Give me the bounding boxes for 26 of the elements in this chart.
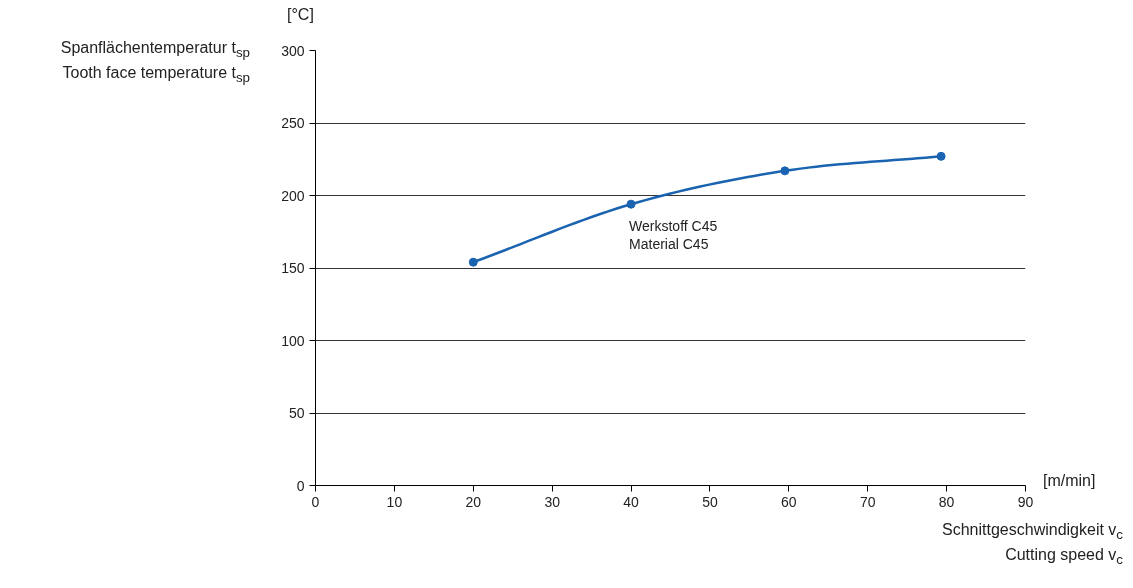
x-tick-label: 30 (544, 493, 561, 510)
x-tick-label: 10 (386, 493, 403, 510)
x-tick-label: 20 (465, 493, 482, 510)
x-tick-label: 40 (623, 493, 640, 510)
y-tick-label: 300 (281, 42, 305, 59)
y-tick-label: 0 (296, 477, 305, 494)
x-tick-label: 0 (311, 493, 320, 510)
x-axis-title: Schnittgeschwindigkeit v$_{c}$ Cutting speed v$_{c}$ (942, 520, 1123, 570)
y-axis-title: Spanflächentemperatur t$_{sp}$ Tooth face temperature t$_{sp}$ (60, 38, 250, 88)
point (780, 166, 790, 176)
point (626, 199, 636, 209)
point (468, 257, 478, 267)
text: [m/min] (1043, 471, 1096, 491)
x-tick-label: 60 (781, 493, 797, 510)
y-tick-label: 100 (281, 332, 305, 349)
x-tick-label: 80 (938, 493, 955, 510)
x-tick-label: 90 (1017, 493, 1034, 510)
y-tick-label: 250 (281, 115, 305, 131)
y-tick-label: 50 (288, 405, 305, 421)
y-tick-label: 150 (281, 260, 305, 276)
point (936, 151, 946, 161)
x-tick-label: 70 (859, 493, 876, 510)
x-tick-label: 50 (702, 493, 718, 510)
y-tick-label: 200 (281, 187, 305, 204)
series-label: Werkstoff C45 Material C45 (629, 218, 718, 253)
text: [°C] (287, 5, 314, 25)
